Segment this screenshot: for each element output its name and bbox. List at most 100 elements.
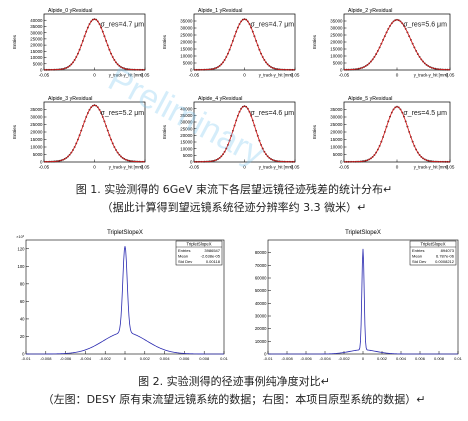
x-tick-label: 0 [93,73,96,78]
y-tick-label: 35000 [180,113,193,118]
y-axis-label: Entries [162,34,167,49]
stats-title: TripletSlopeX [187,242,212,247]
x-tick-label: -0.05 [339,165,350,170]
x-tick-label: 0 [93,165,96,170]
stats-box [175,240,223,266]
plot-frame [343,101,451,163]
y-tick-label: 30000 [30,30,43,35]
y-tick-label: 0 [40,160,43,165]
x-tick-label: 0.01 [220,356,229,361]
slope-chart-right: TripletSlopeX 0 10000 20000 30000 40000 50000 6… [255,230,463,361]
x-tick-label: -0.002 [338,356,350,361]
fit-curve [193,105,296,163]
x-tick-label: 0.05 [141,73,150,78]
y-tick-label: 20000 [30,43,43,48]
y-tick-label: 5000 [183,153,193,158]
x-tick-label: 0.008 [199,356,210,361]
x-tick-label: 0.002 [140,356,151,361]
stats-key: Std Dev [178,259,192,264]
y-tick-label: 25000 [180,33,193,38]
y-tick-label: 40 [20,316,25,321]
y-tick-label: 20000 [30,130,43,135]
x-tick-label: -0.01 [263,356,273,361]
plot-frame [193,101,296,163]
residual-chart-0: Alpide_0 yResidual Entries 0 50001000015000… [12,8,150,78]
y-tick-label: 5000 [33,152,43,157]
chart-title: Alpide_4 yResidual [198,96,242,102]
fit-curve [43,18,146,71]
y-tick-label: 15000 [180,47,193,52]
figure1-caption-line1: 图 1. 实验测得的 6GeV 束流下各层望远镜径迹残差的统计分布↵ [75,183,393,196]
x-axis-label: y_track-y_hit [mm] [414,165,448,170]
x-axis-label: y_track-y_hit [mm] [414,73,448,78]
stats-key: Mean [412,254,422,259]
residual-chart-2: Alpide_2 yResidual Entries 0 5000 10000 15000… [312,8,455,78]
x-tick-label: 0.004 [160,356,171,361]
y-tick-label: 15000 [180,140,193,145]
x-tick-label: 0.006 [415,356,426,361]
x-tick-label: 0 [243,73,246,78]
y-tick-label: 10000 [180,146,193,151]
stats-value: 0.00118 [206,259,221,264]
x-tick-label: -0.004 [80,356,92,361]
y-tick-label: 0 [340,68,343,73]
slope-chart-left: TripletSlopeX ×10³ 0 20 40 60 80 100 120 -0.01 -0.… [16,230,229,361]
stats-key: Std Dev [412,259,426,264]
residual-chart-1: Alpide_1 yResidual Entries 0 5000 10000 15000… [162,8,300,78]
y-tick-label: 60 [20,299,25,304]
x-tick-label: -0.008 [281,356,293,361]
y-axis-label: Entries [162,124,167,139]
y-tick-label: 10000 [30,55,43,60]
x-axis-label: y_track-y_hit [mm] [109,165,143,170]
plot-frame [43,13,146,71]
y-axis-label: Entries [12,124,17,139]
sigma-label: σ_res=5.6 μm [403,21,447,28]
y-tick-label: 0 [264,352,267,357]
y-tick-label: 0 [340,160,343,165]
fit-curve [343,19,451,71]
stats-key: Entries [178,248,190,253]
y-tick-label: 15000 [30,49,43,54]
y-tick-label: 35000 [30,107,43,112]
y-exponent-label: ×10³ [16,235,24,239]
y-tick-label: 100 [18,264,26,269]
y-tick-label: 5000 [33,61,43,66]
y-tick-label: 10000 [180,54,193,59]
y-tick-label: 25000 [330,122,343,127]
y-tick-label: 10000 [330,54,343,59]
sigma-label: σ_res=4.6 μm [251,110,295,117]
x-tick-label: -0.01 [21,356,31,361]
figure2-caption-line1: 图 2. 实验测得的径迹事例纯净度对比↵ [138,375,330,388]
y-tick-label: 20000 [330,40,343,45]
y-tick-label: 20 [20,334,25,339]
stats-box [409,240,457,266]
x-tick-label: -0.05 [39,73,50,78]
x-tick-label: -0.008 [40,356,52,361]
y-tick-label: 30000 [30,115,43,120]
y-tick-label: 10000 [255,339,267,344]
y-tick-label: 10000 [330,145,343,150]
plot-frame [193,13,296,71]
x-tick-label: 0 [124,356,127,361]
residual-chart-3: Alpide_3 yResidual Entries 0 5000 10000 15000… [12,96,150,170]
x-axis-label: y_track-y_hit [mm] [259,73,293,78]
sigma-label: σ_res=5.2 μm [101,110,145,117]
x-tick-label: 0 [362,356,365,361]
x-tick-label: -0.004 [319,356,331,361]
y-tick-label: 20000 [180,133,193,138]
chart-title: TripletSlopeX [107,230,143,236]
y-tick-label: 15000 [330,47,343,52]
chart-title: Alpide_3 yResidual [48,96,92,102]
x-tick-label: -0.002 [100,356,112,361]
x-tick-label: 0.05 [446,73,455,78]
y-tick-label: 20000 [255,326,267,331]
y-tick-label: 0 [190,68,193,73]
x-tick-label: -0.05 [39,165,50,170]
sigma-label: σ_res=4.7 μm [251,21,295,28]
figure1-caption-line2: （据此计算得到望远镜系统径迹分辨率约 3.3 微米）↵ [101,201,367,214]
x-tick-label: -0.006 [300,356,312,361]
y-tick-label: 25000 [30,122,43,127]
x-tick-label: -0.05 [339,73,350,78]
sigma-label: σ_res=4.7 μm [101,21,145,28]
fit-curve [43,104,146,163]
